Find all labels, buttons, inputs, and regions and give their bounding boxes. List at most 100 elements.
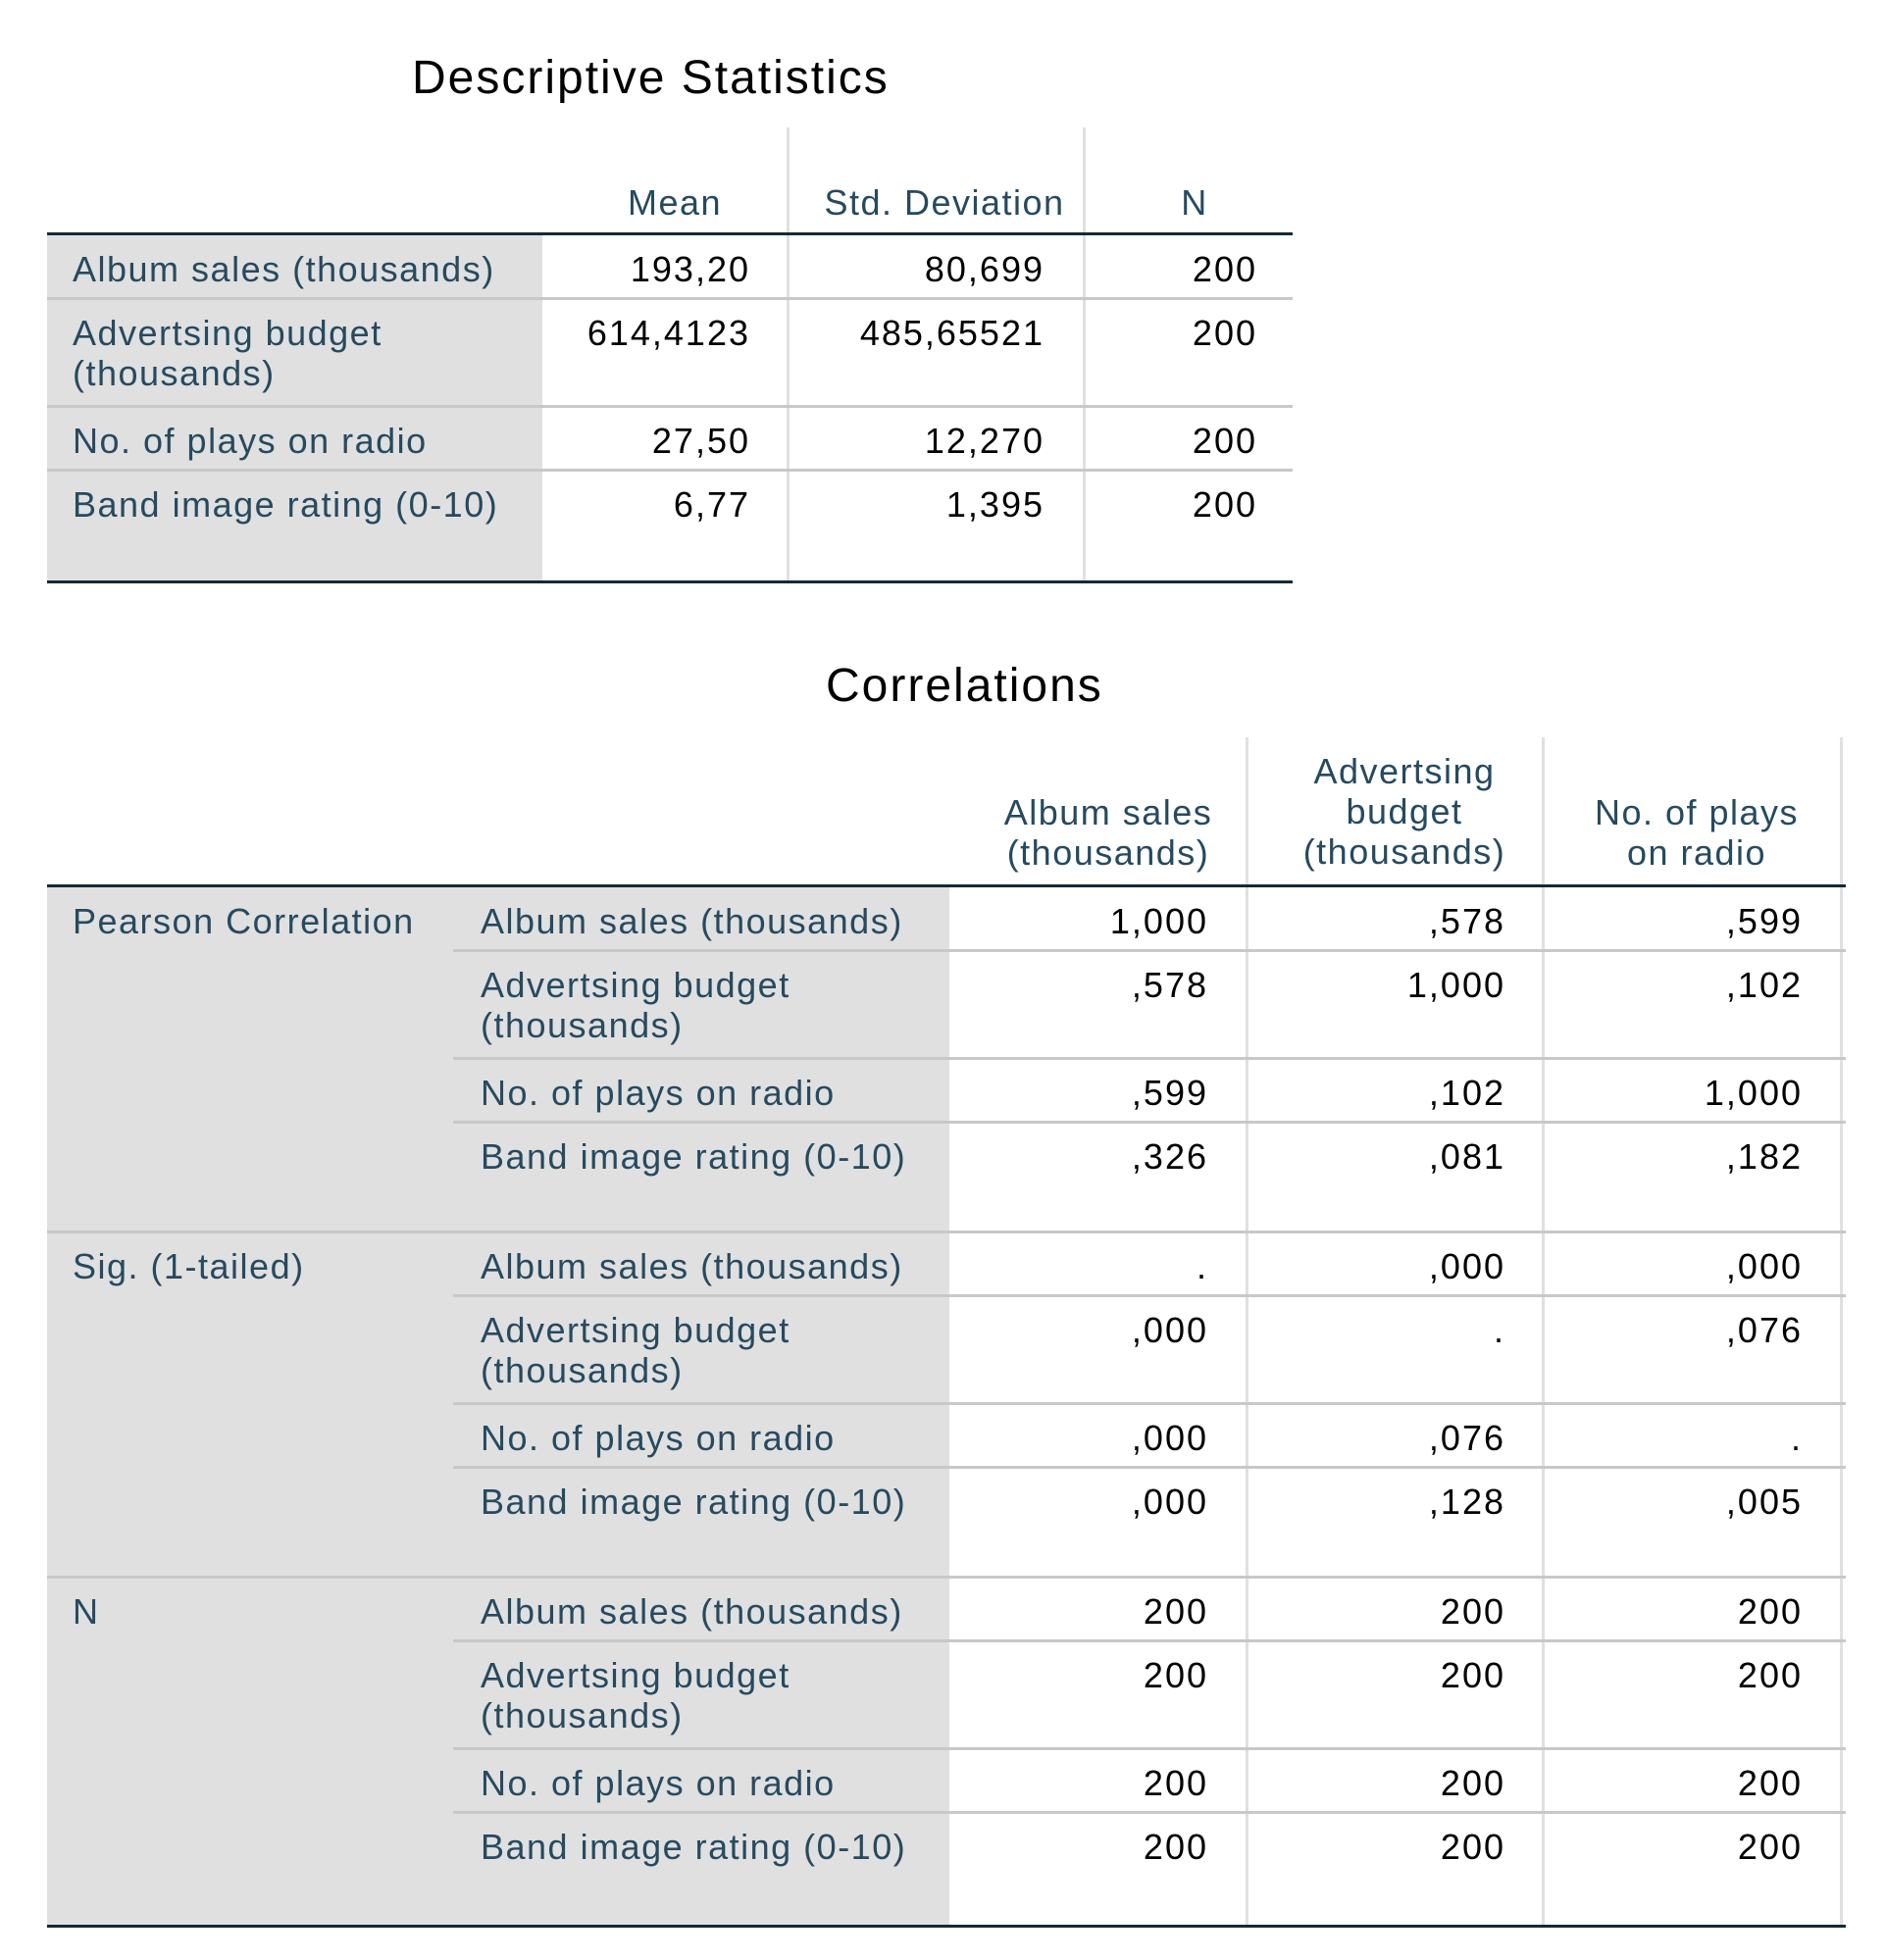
descriptive-cell: 200 [1192, 421, 1257, 461]
correlations-cell: 200 [1440, 1655, 1505, 1695]
correlations-row-label: No. of plays on radio [481, 1418, 836, 1458]
correlations-row-rule [453, 1121, 1846, 1124]
correlations-row-label: Advertsing budget (thousands) [481, 1655, 790, 1735]
correlations-cell: ,578 [1428, 901, 1505, 941]
correlations-cell: ,182 [1725, 1136, 1803, 1177]
correlations-header-rule [47, 884, 1846, 887]
descriptive-cell: 200 [1192, 313, 1257, 353]
descriptive-bottom-rule [47, 580, 1293, 583]
descriptive-row-label: Advertsing budget (thousands) [73, 313, 382, 393]
correlations-row-label: Band image rating (0-10) [481, 1136, 907, 1177]
correlations-bottom-rule [47, 1925, 1846, 1928]
descriptive-header-rule [47, 232, 1293, 235]
descriptive-row-label: No. of plays on radio [73, 421, 428, 461]
descriptive-cell: 1,395 [945, 484, 1044, 525]
correlations-cell: . [1493, 1310, 1505, 1350]
correlations-group-label: Pearson Correlation [73, 901, 415, 941]
descriptive-row-rule [47, 297, 1293, 300]
correlations-cell: 200 [1737, 1827, 1803, 1867]
correlations-row-rule [453, 1639, 1846, 1642]
correlations-row-label: Album sales (thousands) [481, 901, 903, 941]
descriptive-row-rule [47, 405, 1293, 408]
correlations-cell: ,076 [1725, 1310, 1803, 1350]
correlations-header-1: Advertsing budget (thousands) [1302, 751, 1506, 872]
descriptive-header-0: Mean [627, 182, 723, 223]
correlations-row-label: Advertsing budget (thousands) [481, 1310, 790, 1390]
correlations-row-rule [453, 1811, 1846, 1814]
correlations-cell: ,000 [1131, 1418, 1208, 1458]
descriptive-cell: 200 [1192, 249, 1257, 289]
descriptive-cell: 200 [1192, 484, 1257, 525]
descriptive-row-label: Band image rating (0-10) [73, 484, 499, 525]
descriptive-col-divider [787, 127, 790, 580]
descriptive-cell: 12,270 [924, 421, 1044, 461]
descriptive-row-header-shade [47, 235, 542, 580]
correlations-row-rule [453, 1294, 1846, 1297]
correlations-cell: ,000 [1725, 1246, 1803, 1286]
descriptive-header-2: N [1181, 182, 1208, 223]
correlations-cell: ,599 [1131, 1073, 1208, 1113]
descriptive-row-rule [47, 469, 1293, 472]
correlations-cell: 200 [1143, 1591, 1208, 1632]
correlations-cell: ,081 [1428, 1136, 1505, 1177]
correlations-cell: 1,000 [1109, 901, 1208, 941]
correlations-cell: 200 [1440, 1763, 1505, 1803]
correlations-cell: ,000 [1131, 1482, 1208, 1522]
correlations-group-rule [47, 1231, 1846, 1233]
correlations-cell: ,599 [1725, 901, 1803, 941]
correlations-row-label: Album sales (thousands) [481, 1591, 903, 1632]
correlations-cell: ,076 [1428, 1418, 1505, 1458]
descriptive-cell: 193,20 [630, 249, 750, 289]
correlations-group-label: N [73, 1591, 100, 1632]
correlations-row-label: No. of plays on radio [481, 1763, 836, 1803]
descriptive-cell: 614,4123 [586, 313, 750, 353]
correlations-header-2: No. of plays on radio [1594, 792, 1800, 873]
correlations-col-divider [1840, 737, 1843, 1925]
correlations-row-label: Album sales (thousands) [481, 1246, 903, 1286]
correlations-cell: 200 [1440, 1591, 1505, 1632]
correlations-row-label: Advertsing budget (thousands) [481, 965, 790, 1045]
correlations-row-rule [453, 1402, 1846, 1405]
correlations-group-label: Sig. (1-tailed) [73, 1246, 305, 1286]
correlations-cell: 200 [1737, 1763, 1803, 1803]
correlations-cell: 1,000 [1406, 965, 1505, 1005]
correlations-cell: ,326 [1131, 1136, 1208, 1177]
correlations-cell: . [1196, 1246, 1208, 1286]
correlations-cell: ,000 [1428, 1246, 1505, 1286]
descriptive-cell: 485,65521 [859, 313, 1044, 353]
descriptive-header-1: Std. Deviation [824, 182, 1065, 223]
descriptive-row-label: Album sales (thousands) [73, 249, 495, 289]
correlations-row-label: Band image rating (0-10) [481, 1482, 907, 1522]
correlations-row-rule [453, 1466, 1846, 1469]
descriptive-cell: 6,77 [673, 484, 750, 525]
correlations-group-rule [47, 1576, 1846, 1579]
correlations-row-header-shade [47, 887, 949, 1925]
correlations-row-rule [453, 949, 1846, 952]
correlations-header-0: Album sales (thousands) [1003, 792, 1213, 873]
correlations-cell: ,102 [1725, 965, 1803, 1005]
correlations-col-divider [1542, 737, 1545, 1925]
correlations-cell: ,102 [1428, 1073, 1505, 1113]
correlations-row-label: No. of plays on radio [481, 1073, 836, 1113]
correlations-row-rule [453, 1057, 1846, 1060]
correlations-col-divider [1246, 737, 1248, 1925]
correlations-row-label: Band image rating (0-10) [481, 1827, 907, 1867]
correlations-cell: . [1790, 1418, 1803, 1458]
correlations-cell: 200 [1440, 1827, 1505, 1867]
correlations-title: Correlations [826, 660, 1103, 712]
descriptive-title: Descriptive Statistics [412, 52, 890, 104]
descriptive-cell: 27,50 [651, 421, 750, 461]
correlations-cell: ,128 [1428, 1482, 1505, 1522]
descriptive-cell: 80,699 [924, 249, 1044, 289]
correlations-cell: ,578 [1131, 965, 1208, 1005]
correlations-row-rule [453, 1747, 1846, 1750]
correlations-cell: 200 [1143, 1655, 1208, 1695]
correlations-cell: ,000 [1131, 1310, 1208, 1350]
correlations-cell: 200 [1143, 1763, 1208, 1803]
correlations-cell: 200 [1143, 1827, 1208, 1867]
correlations-cell: 200 [1737, 1655, 1803, 1695]
descriptive-col-divider [1083, 127, 1086, 580]
correlations-cell: 200 [1737, 1591, 1803, 1632]
correlations-cell: ,005 [1725, 1482, 1803, 1522]
correlations-cell: 1,000 [1704, 1073, 1803, 1113]
